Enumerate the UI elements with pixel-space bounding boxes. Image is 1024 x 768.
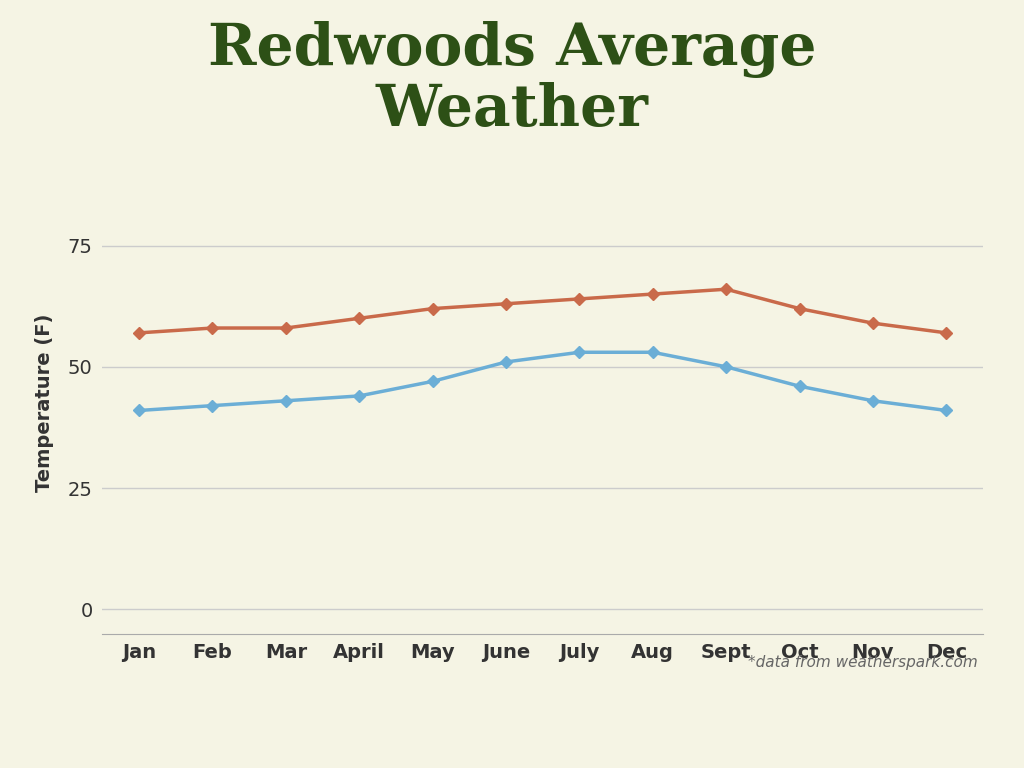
Text: Redwoods Average
Weather: Redwoods Average Weather xyxy=(208,21,816,138)
Text: V O Y A G E S W I T H V A L . C O M: V O Y A G E S W I T H V A L . C O M xyxy=(269,721,755,746)
Text: *data from weatherspark.com: *data from weatherspark.com xyxy=(749,654,978,670)
Y-axis label: Temperature (F): Temperature (F) xyxy=(35,314,54,492)
